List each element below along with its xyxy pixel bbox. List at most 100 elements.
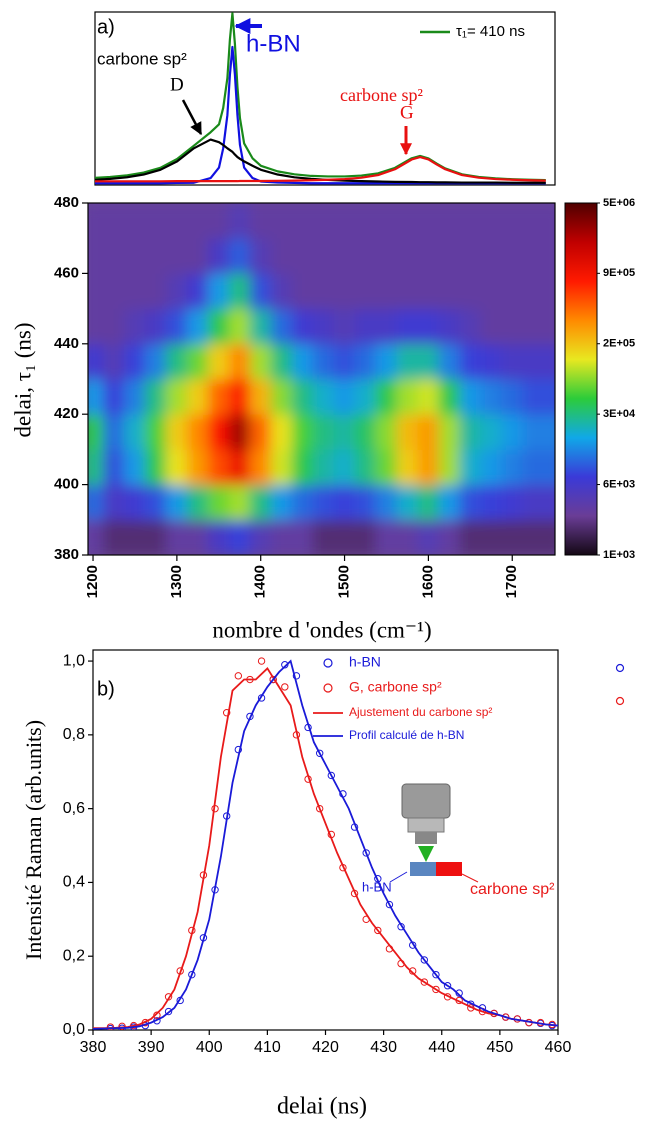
heatmap-cell	[249, 413, 272, 450]
heatmap-cell	[459, 203, 482, 239]
panel-label: a)	[97, 16, 115, 38]
heatmap-cell	[291, 272, 314, 310]
heatmap-cell	[88, 448, 105, 486]
heatmap-cell	[103, 448, 125, 486]
heatmap-cell	[501, 272, 524, 310]
heatmap-cell	[480, 519, 503, 555]
heatmap-cell	[501, 308, 524, 345]
heatmap-cell	[144, 413, 167, 450]
heatmap-cell	[186, 203, 209, 239]
heatmap-cell	[375, 272, 398, 310]
heatmap-cell	[165, 519, 188, 555]
heatmap-cell	[438, 203, 461, 239]
data-point	[374, 926, 382, 935]
heatmap-cell	[186, 484, 209, 521]
heatmap-cell	[228, 519, 251, 555]
heatmap-cell	[186, 272, 209, 310]
heatmap-cell	[291, 413, 314, 450]
heatmap-cell	[291, 484, 314, 521]
heatmap-cell	[186, 519, 209, 555]
heatmap-cell	[123, 519, 146, 555]
heatmap-cell	[354, 448, 377, 486]
heatmap-cell	[123, 378, 146, 415]
heatmap-cell	[543, 484, 555, 521]
heatmap-frame	[87, 202, 556, 556]
heatmap-cell	[480, 308, 503, 345]
heatmap-cell	[480, 203, 503, 239]
heatmap-cell	[501, 343, 524, 380]
colorbar-tick-label: 2E+05	[603, 338, 635, 350]
heatmap-cell	[438, 343, 461, 380]
heatmap-cell	[228, 203, 251, 239]
heatmap-cell	[270, 272, 293, 310]
heatmap-cell	[207, 272, 230, 310]
data-point	[362, 849, 370, 857]
heatmap-cell	[186, 448, 209, 486]
heatmap-cell	[228, 378, 251, 415]
data-point	[222, 709, 231, 717]
heatmap-cell	[459, 343, 482, 380]
heatmap-cell	[103, 308, 125, 345]
data-point	[443, 982, 452, 990]
heatmap-cell	[333, 308, 356, 345]
heatmap-cell	[501, 413, 524, 450]
objective-body	[401, 783, 451, 819]
inset: h-BN carbone sp²	[362, 783, 555, 898]
heatmap-cell	[312, 378, 335, 415]
y-tick-label: 0,4	[63, 874, 85, 891]
heatmap-cell	[396, 203, 419, 239]
legend-marker	[615, 663, 625, 673]
heatmap-cell	[396, 484, 419, 521]
heatmap-cell	[186, 237, 209, 274]
colorbar-tick-label: 3E+04	[603, 408, 636, 420]
heatmap-cell	[354, 203, 377, 239]
heatmap-cell	[480, 413, 503, 450]
heatmap-cell	[543, 519, 555, 555]
heatmap-cell	[123, 413, 146, 450]
heatmap-cell	[249, 378, 272, 415]
y-tick-label: 440	[54, 335, 79, 352]
x-tick-label: 1500	[336, 565, 353, 598]
heatmap-cell	[144, 378, 167, 415]
legend-label: G, carbone sp²	[349, 679, 442, 695]
x-tick-label: 420	[312, 1039, 339, 1056]
heatmap-cell	[228, 448, 251, 486]
heatmap-cell	[396, 343, 419, 380]
heatmap-cell	[270, 237, 293, 274]
annotation: h-BN	[246, 30, 301, 57]
data-point	[315, 804, 324, 813]
heatmap-cell	[375, 484, 398, 521]
heatmap-cell	[291, 343, 314, 380]
heatmap-cell	[522, 484, 545, 521]
y-tick-label: 0,0	[63, 1021, 85, 1038]
x-tick-label: 390	[138, 1039, 165, 1056]
heatmap-cell	[291, 203, 314, 239]
y-tick-label: 400	[54, 476, 79, 493]
heatmap-cell	[459, 448, 482, 486]
heatmap-cell	[103, 272, 125, 310]
heatmap-cell	[312, 413, 335, 450]
sample-carbon	[436, 862, 462, 876]
heatmap-cell	[291, 308, 314, 345]
heatmap-cell	[88, 237, 105, 274]
annotation: carbone sp²	[97, 49, 187, 68]
heatmap-cell	[165, 378, 188, 415]
heatmap-cell	[522, 308, 545, 345]
inset-label: carbone sp²	[470, 881, 555, 898]
heatmap-cell	[459, 378, 482, 415]
legend-label: τ₁= 410 ns	[456, 23, 525, 40]
legend-marker	[323, 658, 333, 668]
heatmap-cell	[459, 413, 482, 450]
heatmap-cell	[207, 203, 230, 239]
data-point	[188, 970, 196, 979]
y-tick-label: 480	[54, 194, 79, 211]
heatmap-cell	[270, 413, 293, 450]
x-tick-label: 1700	[503, 565, 520, 598]
sample-hbn	[410, 862, 436, 876]
heatmap-cell	[354, 378, 377, 415]
panel-label: b)	[97, 678, 115, 700]
heatmap-cell	[522, 272, 545, 310]
y-tick-label: 380	[54, 546, 79, 563]
heatmap-cell	[144, 203, 167, 239]
